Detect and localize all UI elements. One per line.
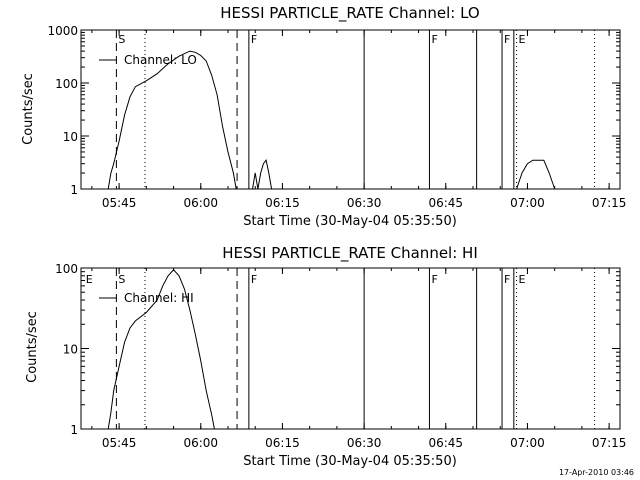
plot-frame — [80, 267, 621, 430]
flag-label: E — [519, 273, 526, 286]
flag-label: S — [118, 273, 125, 286]
series-line — [107, 269, 215, 430]
y-tick-label: 1000 — [47, 24, 78, 38]
chart-panel-hi: HESSI PARTICLE_RATE Channel: HI Counts/s… — [25, 244, 626, 469]
x-tick-label: 06:00 — [183, 196, 218, 210]
y-axis-label: Counts/sec — [25, 311, 40, 383]
y-tick-label: 10 — [63, 130, 78, 144]
x-tick-label: 05:45 — [102, 436, 137, 450]
x-axis-label: Start Time (30-May-04 05:35:50) — [243, 214, 457, 229]
chart-title: HESSI PARTICLE_RATE Channel: LO — [220, 4, 479, 23]
flag-label: F — [504, 33, 510, 46]
x-tick-label: 06:00 — [183, 436, 218, 450]
y-axis-label: Counts/sec — [21, 73, 36, 145]
chart-panel-lo: HESSI PARTICLE_RATE Channel: LO Counts/s… — [21, 4, 626, 229]
flag-label: E — [519, 33, 526, 46]
flag-label: F — [431, 33, 437, 46]
y-tick-label: 1 — [70, 183, 78, 197]
timestamp: 17-Apr-2010 03:46 — [559, 468, 634, 477]
flag-label: F — [251, 273, 257, 286]
x-tick-label: 06:30 — [347, 196, 382, 210]
x-tick-label: 05:45 — [102, 196, 137, 210]
flag-label: E — [86, 273, 93, 286]
flag-label: F — [431, 273, 437, 286]
series-line — [252, 159, 273, 190]
x-axis-label: Start Time (30-May-04 05:35:50) — [243, 454, 457, 469]
x-tick-label: 07:00 — [510, 436, 545, 450]
x-tick-label: 07:00 — [510, 196, 545, 210]
x-tick-label: 06:45 — [428, 436, 463, 450]
y-tick-label: 10 — [63, 343, 78, 357]
y-tick-label: 100 — [55, 77, 78, 91]
x-tick-label: 07:15 — [592, 196, 627, 210]
legend-label: Channel: HI — [124, 291, 194, 305]
series-line — [516, 159, 556, 190]
y-tick-label: 100 — [55, 262, 78, 276]
y-tick-label: 1 — [70, 423, 78, 437]
flag-label: F — [504, 273, 510, 286]
x-tick-label: 06:15 — [265, 196, 300, 210]
flag-label: S — [118, 33, 125, 46]
x-tick-label: 07:15 — [592, 436, 627, 450]
flag-label: F — [251, 33, 257, 46]
x-tick-label: 06:30 — [347, 436, 382, 450]
plot-frame — [80, 29, 621, 190]
series-line — [107, 50, 237, 190]
chart-title: HESSI PARTICLE_RATE Channel: HI — [222, 244, 478, 263]
x-tick-label: 06:45 — [428, 196, 463, 210]
legend-label: Channel: LO — [124, 53, 197, 67]
x-tick-label: 06:15 — [265, 436, 300, 450]
